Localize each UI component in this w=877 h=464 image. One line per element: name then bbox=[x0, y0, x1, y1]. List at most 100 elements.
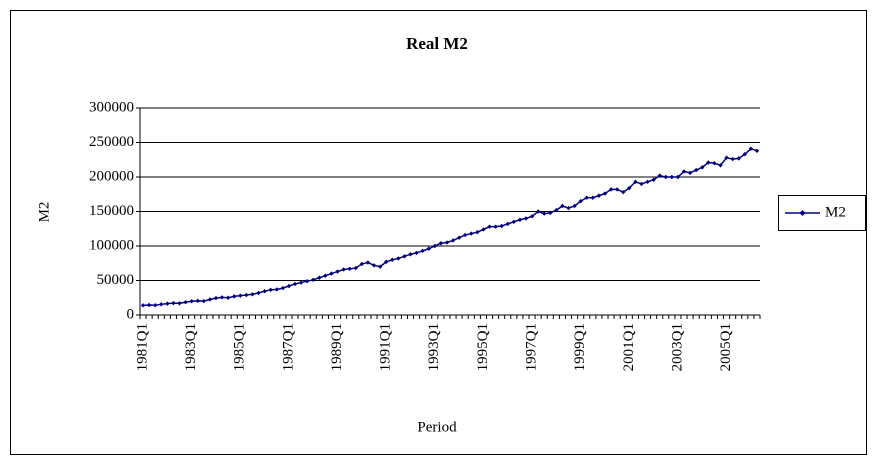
x-tick-label: 2001Q1 bbox=[621, 323, 637, 371]
series-marker bbox=[736, 156, 741, 161]
series-marker bbox=[584, 195, 589, 200]
x-tick-label: 1981Q1 bbox=[134, 323, 150, 371]
series-marker bbox=[450, 238, 456, 243]
series-marker bbox=[426, 246, 431, 251]
x-tick-label: 2005Q1 bbox=[718, 323, 734, 371]
y-tick-label: 200000 bbox=[89, 168, 134, 184]
series-marker bbox=[621, 189, 626, 195]
series-marker bbox=[651, 177, 656, 182]
series-marker bbox=[529, 214, 535, 219]
series-marker bbox=[517, 217, 523, 222]
series-marker bbox=[189, 299, 194, 304]
series-marker bbox=[693, 167, 699, 173]
x-tick-label: 1995Q1 bbox=[475, 323, 491, 371]
series-marker bbox=[681, 169, 687, 174]
series-marker bbox=[256, 290, 261, 296]
series-marker bbox=[432, 243, 438, 249]
series-marker bbox=[396, 256, 401, 261]
series-marker bbox=[669, 174, 675, 180]
x-tick-label: 1985Q1 bbox=[232, 323, 248, 371]
series-marker bbox=[505, 221, 510, 227]
x-tick-label: 1993Q1 bbox=[426, 323, 442, 371]
series-marker bbox=[730, 156, 735, 162]
series-marker bbox=[329, 271, 334, 276]
y-tick-label: 150000 bbox=[89, 203, 134, 219]
y-axis-label: M2 bbox=[36, 202, 52, 223]
x-tick-label: 1987Q1 bbox=[280, 323, 296, 371]
series-marker bbox=[262, 288, 267, 294]
series-marker bbox=[742, 152, 748, 157]
series-marker bbox=[195, 298, 200, 304]
series-marker bbox=[219, 295, 225, 300]
series-marker bbox=[408, 252, 413, 257]
series-marker bbox=[596, 193, 602, 198]
series-marker bbox=[487, 224, 492, 229]
series-marker bbox=[554, 207, 559, 213]
x-tick-label: 1983Q1 bbox=[183, 323, 199, 371]
series-marker bbox=[602, 191, 608, 196]
series-marker bbox=[207, 297, 213, 302]
series-marker bbox=[390, 257, 395, 262]
series-marker bbox=[238, 293, 243, 298]
series-marker bbox=[292, 281, 298, 287]
series-marker bbox=[627, 185, 632, 191]
series-marker bbox=[675, 174, 681, 180]
x-tick-label: 2003Q1 bbox=[669, 323, 685, 371]
series-marker bbox=[347, 266, 352, 271]
series-marker bbox=[572, 203, 577, 209]
x-tick-label: 1989Q1 bbox=[329, 323, 345, 371]
series-marker bbox=[724, 155, 729, 160]
series-marker bbox=[171, 300, 176, 306]
series-marker bbox=[152, 303, 158, 308]
series-marker bbox=[359, 261, 365, 267]
series-marker bbox=[183, 300, 188, 305]
series-marker bbox=[718, 163, 723, 168]
series-marker bbox=[268, 287, 273, 293]
series-marker bbox=[402, 254, 407, 259]
series-marker bbox=[523, 216, 529, 221]
series-marker bbox=[146, 302, 152, 308]
series-marker bbox=[213, 295, 219, 301]
series-marker bbox=[481, 227, 486, 232]
series-marker bbox=[317, 275, 322, 280]
x-tick-label: 1999Q1 bbox=[572, 323, 588, 371]
series-marker bbox=[560, 203, 565, 209]
series-marker bbox=[706, 160, 711, 165]
y-tick-label: 0 bbox=[127, 306, 135, 322]
series-marker bbox=[444, 240, 450, 245]
series-marker bbox=[420, 248, 425, 254]
y-tick-label: 250000 bbox=[89, 134, 134, 150]
series-marker bbox=[311, 277, 316, 283]
series-marker bbox=[645, 179, 650, 185]
series-marker bbox=[280, 285, 286, 291]
series-marker bbox=[140, 303, 146, 308]
series-marker bbox=[232, 294, 237, 299]
chart-title: Real M2 bbox=[406, 34, 468, 53]
x-tick-label: 1997Q1 bbox=[523, 323, 539, 371]
series-marker bbox=[590, 195, 596, 200]
series-marker bbox=[383, 259, 389, 265]
series-marker bbox=[542, 211, 547, 216]
series-marker bbox=[511, 219, 517, 225]
series-marker bbox=[548, 210, 553, 216]
series-marker bbox=[754, 148, 760, 153]
series-marker bbox=[414, 250, 419, 256]
x-tick-label: 1991Q1 bbox=[378, 323, 394, 371]
series-marker bbox=[274, 287, 279, 292]
series-marker bbox=[578, 198, 583, 204]
series-marker bbox=[712, 161, 717, 166]
chart-border bbox=[10, 10, 867, 455]
series-marker bbox=[633, 179, 638, 185]
series-marker bbox=[298, 280, 304, 285]
x-axis-label: Period bbox=[417, 419, 457, 435]
series-marker bbox=[639, 181, 644, 187]
series-marker bbox=[614, 187, 620, 192]
series-marker bbox=[456, 235, 462, 240]
series-marker bbox=[201, 298, 207, 304]
series-marker bbox=[244, 292, 249, 298]
series-marker bbox=[225, 295, 231, 300]
legend-marker bbox=[799, 210, 806, 216]
series-marker bbox=[323, 273, 328, 278]
